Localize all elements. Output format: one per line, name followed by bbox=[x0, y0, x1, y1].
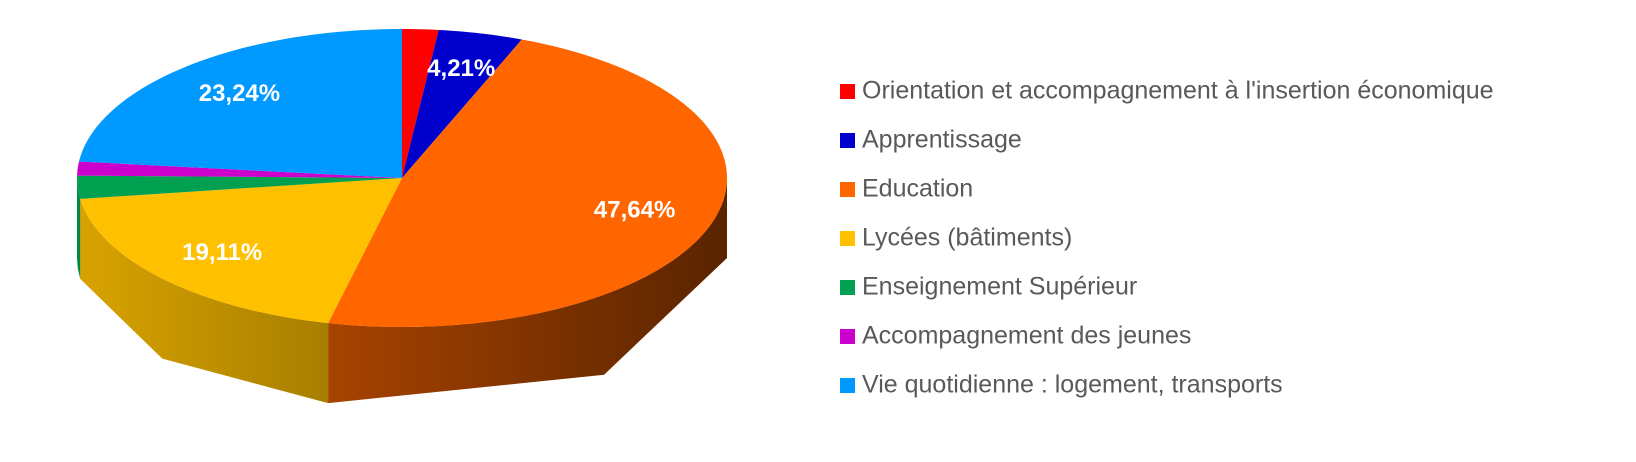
legend-swatch bbox=[840, 133, 855, 148]
legend-label: Education bbox=[862, 175, 973, 203]
data-label: 19,11% bbox=[182, 239, 262, 266]
legend-label: Lycées (bâtiments) bbox=[862, 224, 1072, 252]
data-label: 23,24% bbox=[199, 80, 280, 107]
legend-label: Apprentissage bbox=[862, 126, 1022, 154]
legend-label: Vie quotidienne : logement, transports bbox=[862, 371, 1283, 399]
slice bbox=[328, 39, 727, 327]
slice bbox=[78, 29, 403, 178]
legend-swatch bbox=[840, 280, 855, 295]
legend-swatch bbox=[840, 231, 855, 246]
legend-swatch bbox=[840, 378, 855, 393]
slice bbox=[402, 29, 522, 179]
legend-label: Orientation et accompagnement à l'insert… bbox=[862, 77, 1494, 105]
legend-label: Accompagnement des jeunes bbox=[862, 322, 1191, 350]
legend-swatch bbox=[840, 329, 855, 344]
slice bbox=[77, 175, 402, 199]
legend-swatch bbox=[840, 182, 855, 197]
legend-label: Enseignement Supérieur bbox=[862, 273, 1137, 301]
data-label: 4,21% bbox=[427, 55, 495, 82]
legend-swatch bbox=[840, 84, 855, 99]
slice bbox=[80, 178, 403, 324]
slice-side-shade bbox=[77, 178, 81, 279]
slice-side-shade bbox=[80, 198, 329, 404]
slice bbox=[77, 161, 402, 178]
data-label: 47,64% bbox=[594, 197, 675, 224]
slice-side-shade bbox=[328, 178, 727, 404]
slice bbox=[402, 29, 439, 178]
